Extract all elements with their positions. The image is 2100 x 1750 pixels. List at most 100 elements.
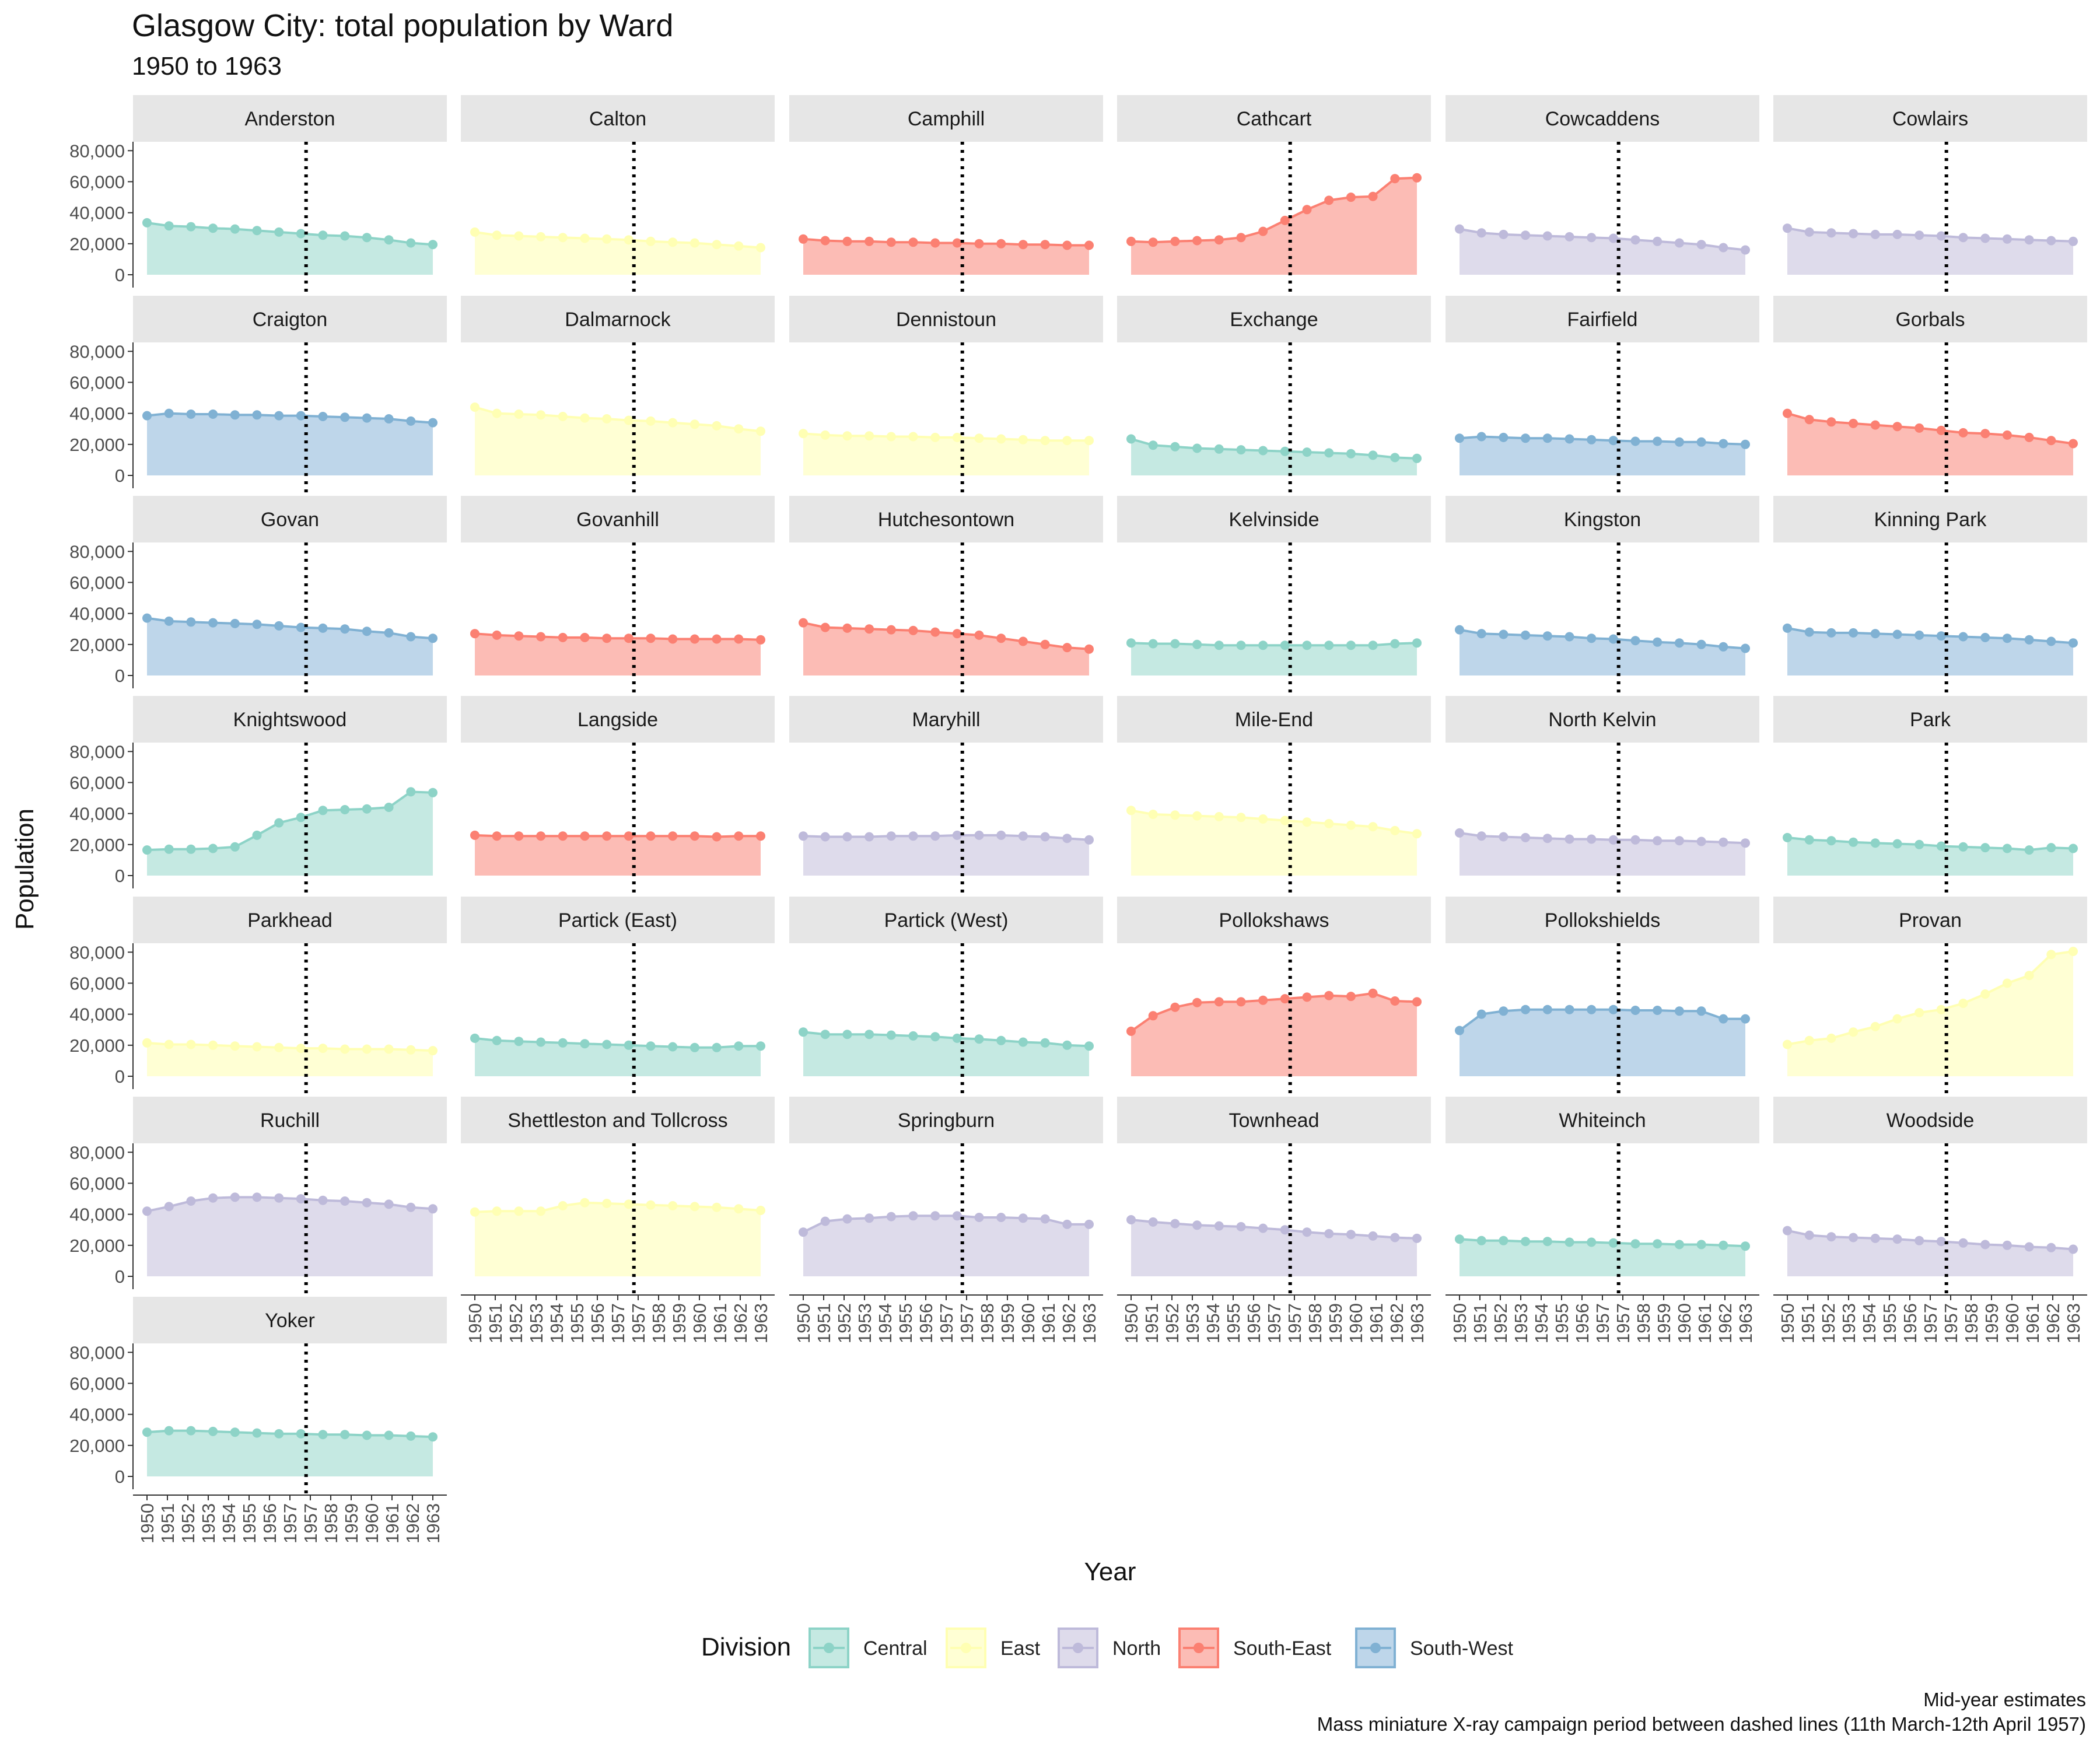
caption-line-1: Mid-year estimates xyxy=(1923,1689,2086,1710)
data-point xyxy=(668,1042,678,1052)
x-tick-label: 1955 xyxy=(1880,1303,1900,1343)
x-tick-label: 1950 xyxy=(1450,1303,1470,1343)
data-point xyxy=(208,618,218,628)
x-tick-label: 1961 xyxy=(710,1303,730,1343)
y-tick-label: 40,000 xyxy=(69,604,125,624)
data-point xyxy=(1476,831,1486,841)
facet-strip-label: Camphill xyxy=(908,108,985,130)
data-point xyxy=(1126,1215,1136,1224)
data-point xyxy=(1040,832,1050,842)
data-point xyxy=(756,243,765,253)
data-point xyxy=(1018,1037,1028,1047)
facet-strip-label: Calton xyxy=(589,108,646,130)
area-fill xyxy=(1787,1230,2073,1276)
data-point xyxy=(1674,836,1684,846)
data-point xyxy=(1192,443,1202,453)
panel-pollokshields: Pollokshields xyxy=(1446,897,1759,1095)
area-fill xyxy=(1131,643,1417,676)
x-tick-label: 1954 xyxy=(875,1303,895,1343)
panel-fairfield: Fairfield xyxy=(1446,296,1759,494)
facet-strip-label: Knightswood xyxy=(233,709,347,731)
y-tick-label: 0 xyxy=(115,666,125,686)
data-point xyxy=(820,622,830,632)
data-point xyxy=(624,415,634,425)
data-point xyxy=(362,1198,372,1208)
panel-dennistoun: Dennistoun xyxy=(789,296,1103,494)
facet-strip xyxy=(1446,296,1759,342)
data-point xyxy=(974,630,984,640)
y-tick-label: 20,000 xyxy=(69,1035,125,1056)
data-point xyxy=(406,238,416,248)
data-point xyxy=(734,1041,744,1051)
data-point xyxy=(1804,627,1814,637)
data-point xyxy=(1870,1021,1880,1031)
data-point xyxy=(864,624,874,634)
data-point xyxy=(646,236,656,246)
data-point xyxy=(1542,631,1552,641)
data-point xyxy=(974,1213,984,1222)
data-point xyxy=(799,831,808,841)
data-point xyxy=(580,413,590,423)
area-fill xyxy=(803,835,1089,876)
x-tick-label: 1951 xyxy=(814,1303,834,1343)
data-point xyxy=(1653,236,1662,246)
data-point xyxy=(842,832,852,842)
data-point xyxy=(1170,810,1180,820)
data-point xyxy=(142,218,152,228)
data-point xyxy=(1870,629,1880,639)
data-point xyxy=(1718,1014,1728,1024)
x-tick-label: 1961 xyxy=(1038,1303,1059,1343)
x-tick-label: 1959 xyxy=(1982,1303,2002,1343)
data-point xyxy=(1018,636,1028,646)
data-point xyxy=(1587,233,1597,243)
facet-strip xyxy=(461,496,775,542)
area-fill xyxy=(1131,1220,1417,1276)
data-point xyxy=(1892,422,1902,432)
data-point xyxy=(1346,449,1356,459)
area-fill xyxy=(1787,413,2073,475)
data-point xyxy=(712,421,722,430)
data-point xyxy=(1696,836,1706,846)
legend-key-point xyxy=(1073,1643,1083,1653)
x-tick-label: 1963 xyxy=(1407,1303,1427,1343)
facet-strip xyxy=(1773,696,2087,743)
y-tick-label: 40,000 xyxy=(69,203,125,223)
y-tick-label: 0 xyxy=(115,866,125,886)
facet-strip-label: Kinning Park xyxy=(1874,509,1987,531)
data-point xyxy=(252,226,262,236)
data-point xyxy=(668,418,678,428)
x-tick-label: 1951 xyxy=(485,1303,506,1343)
data-point xyxy=(1958,428,1968,438)
data-point xyxy=(1826,228,1836,238)
data-point xyxy=(756,831,765,841)
x-tick-label: 1959 xyxy=(998,1303,1018,1343)
data-point xyxy=(1062,436,1072,446)
data-point xyxy=(1214,235,1224,245)
caption-line-2: Mass miniature X-ray campaign period bet… xyxy=(1317,1713,2086,1735)
data-point xyxy=(734,424,744,434)
data-point xyxy=(514,1037,524,1046)
data-point xyxy=(1368,450,1378,460)
area-fill xyxy=(803,622,1089,676)
y-tick-label: 80,000 xyxy=(69,341,125,362)
data-point xyxy=(1608,634,1618,644)
data-point xyxy=(1455,224,1464,234)
y-tick-label: 20,000 xyxy=(69,835,125,855)
area-fill xyxy=(1460,436,1745,475)
legend-entry-east: East xyxy=(946,1628,1041,1668)
data-point xyxy=(164,221,174,231)
data-point xyxy=(1783,1040,1792,1049)
facet-strip-label: Partick (West) xyxy=(884,909,1009,932)
data-point xyxy=(1236,1222,1246,1231)
data-point xyxy=(470,402,480,412)
x-tick-label: 1961 xyxy=(2022,1303,2043,1343)
data-point xyxy=(1040,240,1050,250)
data-point xyxy=(296,229,306,239)
data-point xyxy=(1849,418,1859,428)
data-point xyxy=(208,844,218,853)
x-tick-label: 1950 xyxy=(465,1303,485,1343)
facet-strip-label: Yoker xyxy=(265,1310,315,1332)
data-point xyxy=(1368,988,1378,998)
